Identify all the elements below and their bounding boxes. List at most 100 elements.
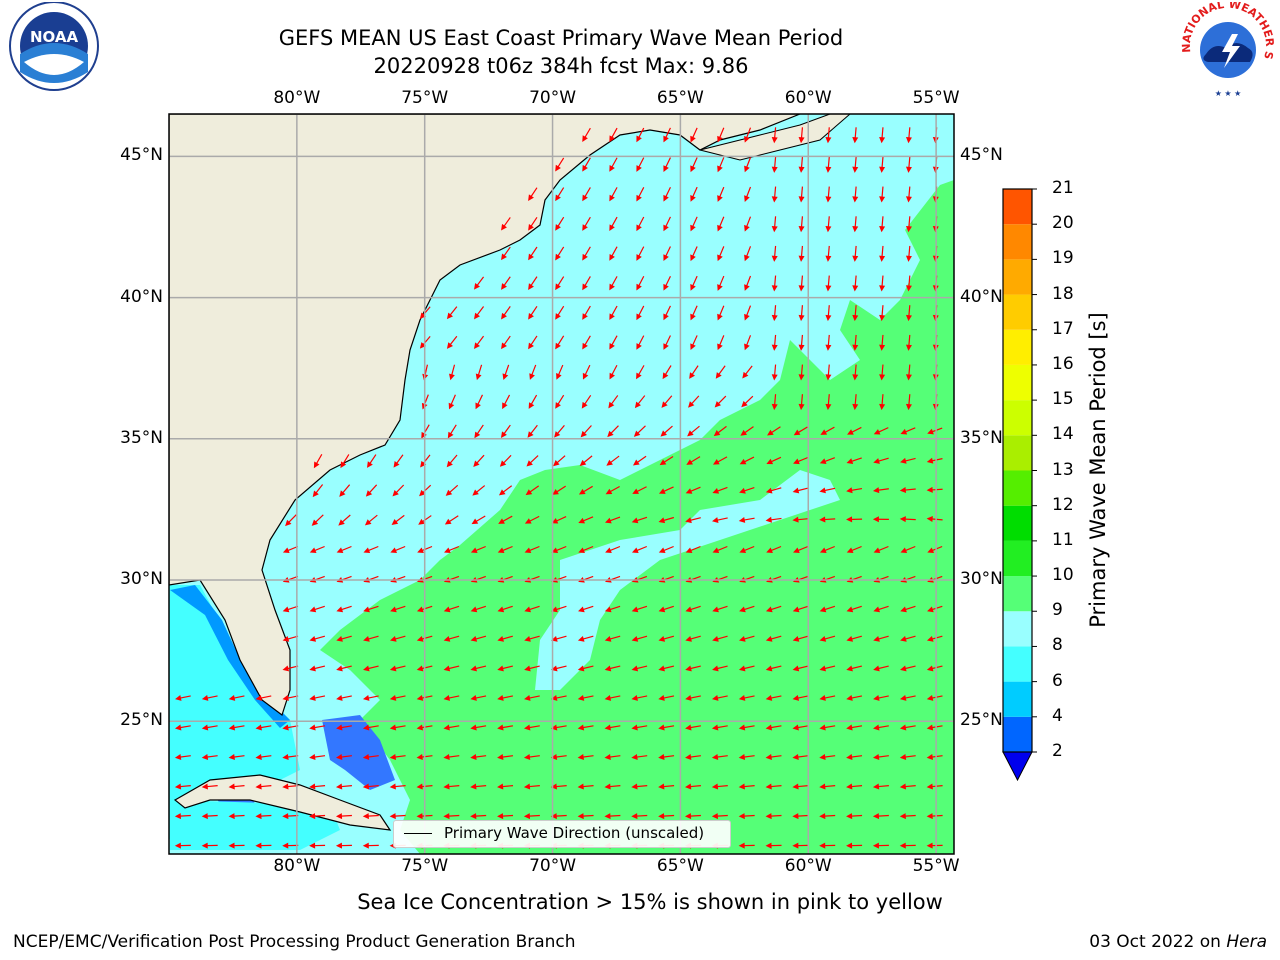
wave-arrow-head bbox=[825, 403, 832, 411]
wave-arrow-head bbox=[525, 489, 533, 496]
wave-arrow-head bbox=[846, 606, 854, 613]
wave-arrow-head bbox=[658, 547, 666, 554]
wave-arrow-head bbox=[633, 430, 641, 437]
wave-arrow-head bbox=[846, 547, 854, 554]
wave-arrow-head bbox=[798, 403, 805, 411]
wave-arrow-head bbox=[690, 165, 696, 173]
wave-arrow-head bbox=[228, 783, 235, 790]
wave-arrow-head bbox=[631, 547, 639, 554]
wave-arrow-head bbox=[632, 459, 640, 466]
wave-arrow-head bbox=[926, 754, 934, 760]
wave-arrow-head bbox=[524, 695, 531, 701]
lat-tick-left: 30°N bbox=[120, 569, 163, 590]
wave-arrow-head bbox=[444, 518, 452, 525]
wave-arrow-head bbox=[309, 695, 316, 701]
wave-arrow-head bbox=[605, 488, 613, 495]
wave-arrow-head bbox=[390, 547, 398, 554]
wave-arrow-head bbox=[523, 813, 531, 820]
wave-arrow-head bbox=[470, 665, 477, 672]
wave-arrow-head bbox=[765, 754, 772, 760]
wave-arrow-head bbox=[609, 224, 615, 232]
wave-arrow-head bbox=[201, 754, 209, 760]
wave-arrow-head bbox=[771, 403, 778, 411]
wave-arrow-head bbox=[900, 457, 907, 464]
wave-arrow-head bbox=[663, 194, 669, 202]
wave-arrow-head bbox=[905, 166, 912, 173]
wave-arrow-head bbox=[498, 489, 506, 496]
wave-arrow-head bbox=[282, 606, 290, 613]
wave-arrow-head bbox=[579, 459, 587, 467]
wave-arrow-head bbox=[606, 459, 613, 466]
lat-tick-right: 40°N bbox=[960, 286, 1003, 307]
lon-tick-bottom: 80°W bbox=[273, 856, 321, 876]
colorbar-segment bbox=[1003, 470, 1032, 506]
wave-arrow-head bbox=[631, 813, 638, 820]
wave-arrow-head bbox=[846, 724, 853, 731]
wave-arrow-head bbox=[685, 783, 692, 790]
wave-arrow-head bbox=[660, 430, 667, 437]
arrow-legend: Primary Wave Direction (unscaled) bbox=[393, 820, 731, 848]
map-frame bbox=[168, 113, 955, 855]
wave-arrow-head bbox=[819, 487, 826, 494]
wave-arrow-head bbox=[900, 428, 908, 435]
wave-arrow-head bbox=[578, 547, 585, 554]
wave-arrow-head bbox=[447, 431, 454, 439]
wave-arrow-head bbox=[335, 842, 342, 849]
wave-arrow-head bbox=[550, 754, 558, 760]
wave-arrow-head bbox=[470, 695, 477, 701]
wave-arrow-head bbox=[340, 461, 347, 469]
wave-arrow-head bbox=[582, 135, 588, 142]
lat-tick-left: 25°N bbox=[120, 710, 163, 731]
wave-arrow-head bbox=[738, 516, 746, 523]
wave-arrow-head bbox=[712, 695, 719, 701]
wave-arrow-head bbox=[416, 754, 423, 760]
colorbar-segment bbox=[1003, 540, 1032, 577]
colorbar-segment bbox=[1003, 611, 1032, 647]
noaa-logo-text: NOAA bbox=[30, 28, 79, 46]
wave-arrow-head bbox=[771, 225, 778, 233]
wave-arrow-head bbox=[690, 343, 696, 351]
wave-arrow-head bbox=[739, 636, 746, 642]
wave-arrow-head bbox=[771, 196, 778, 203]
wave-arrow-head bbox=[419, 489, 426, 497]
colorbar-segment bbox=[1003, 646, 1032, 682]
wave-arrow-head bbox=[501, 283, 507, 290]
wave-arrow-head bbox=[872, 813, 880, 820]
wave-arrow-head bbox=[690, 284, 696, 291]
wave-arrow-head bbox=[577, 754, 584, 760]
wave-arrow-head bbox=[631, 636, 639, 642]
wave-arrow-head bbox=[309, 636, 317, 642]
colorbar-segment bbox=[1003, 189, 1032, 225]
wave-arrow-head bbox=[712, 636, 719, 642]
wave-arrow-head bbox=[335, 783, 343, 790]
wave-arrow-head bbox=[819, 724, 826, 731]
wave-arrow-head bbox=[688, 401, 695, 408]
wave-arrow-head bbox=[475, 402, 481, 410]
wave-arrow-head bbox=[846, 487, 853, 494]
wave-arrow-head bbox=[905, 403, 912, 411]
wave-arrow-head bbox=[578, 606, 585, 613]
wave-arrow-head bbox=[470, 636, 478, 642]
wave-arrow-head bbox=[792, 842, 799, 849]
wave-arrow-head bbox=[905, 285, 912, 292]
wave-arrow-head bbox=[685, 606, 693, 613]
wave-arrow-head bbox=[472, 489, 479, 496]
wave-arrow-head bbox=[852, 344, 859, 351]
wave-arrow-head bbox=[663, 313, 669, 321]
wave-arrow-head bbox=[475, 373, 482, 381]
lon-tick-top: 65°W bbox=[656, 88, 704, 108]
wave-arrow-head bbox=[577, 695, 585, 701]
wave-arrow-head bbox=[578, 517, 585, 524]
legend-label: Primary Wave Direction (unscaled) bbox=[444, 824, 705, 842]
wave-arrow-head bbox=[717, 343, 723, 351]
colorbar-segment bbox=[1003, 364, 1032, 401]
wave-arrow-head bbox=[363, 636, 370, 642]
wave-arrow-head bbox=[872, 842, 879, 849]
wave-arrow-head bbox=[765, 487, 773, 494]
wave-arrow-head bbox=[502, 373, 509, 380]
wave-arrow-head bbox=[497, 606, 505, 613]
wave-arrow-head bbox=[336, 636, 343, 642]
wave-arrow-head bbox=[926, 842, 933, 849]
wave-arrow-head bbox=[498, 518, 505, 524]
wave-arrow-head bbox=[771, 136, 778, 144]
